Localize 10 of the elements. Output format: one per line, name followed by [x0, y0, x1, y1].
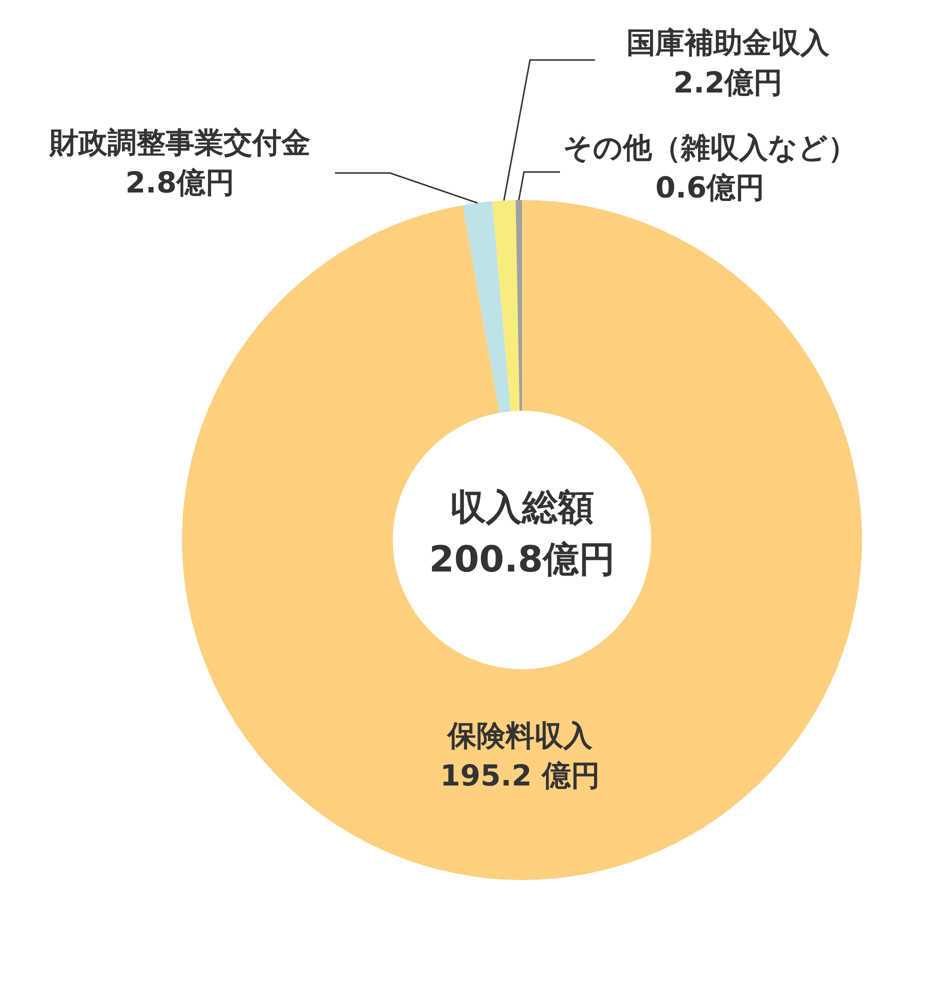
slice-label: 保険料収入	[446, 718, 594, 753]
text: 200.8億円	[429, 539, 615, 580]
slice-label: 国庫補助金収入	[626, 26, 830, 60]
text: 収入総額	[450, 487, 594, 528]
data-label: 2.2億円	[673, 66, 783, 100]
data-label: 0.6億円	[655, 170, 765, 205]
data-label: 195.2 億円	[440, 758, 600, 793]
slice-label: 財政調整事業交付金	[48, 126, 310, 160]
slice-label: その他（雑収入など）	[563, 130, 857, 165]
data-label: 2.8億円	[125, 166, 235, 200]
